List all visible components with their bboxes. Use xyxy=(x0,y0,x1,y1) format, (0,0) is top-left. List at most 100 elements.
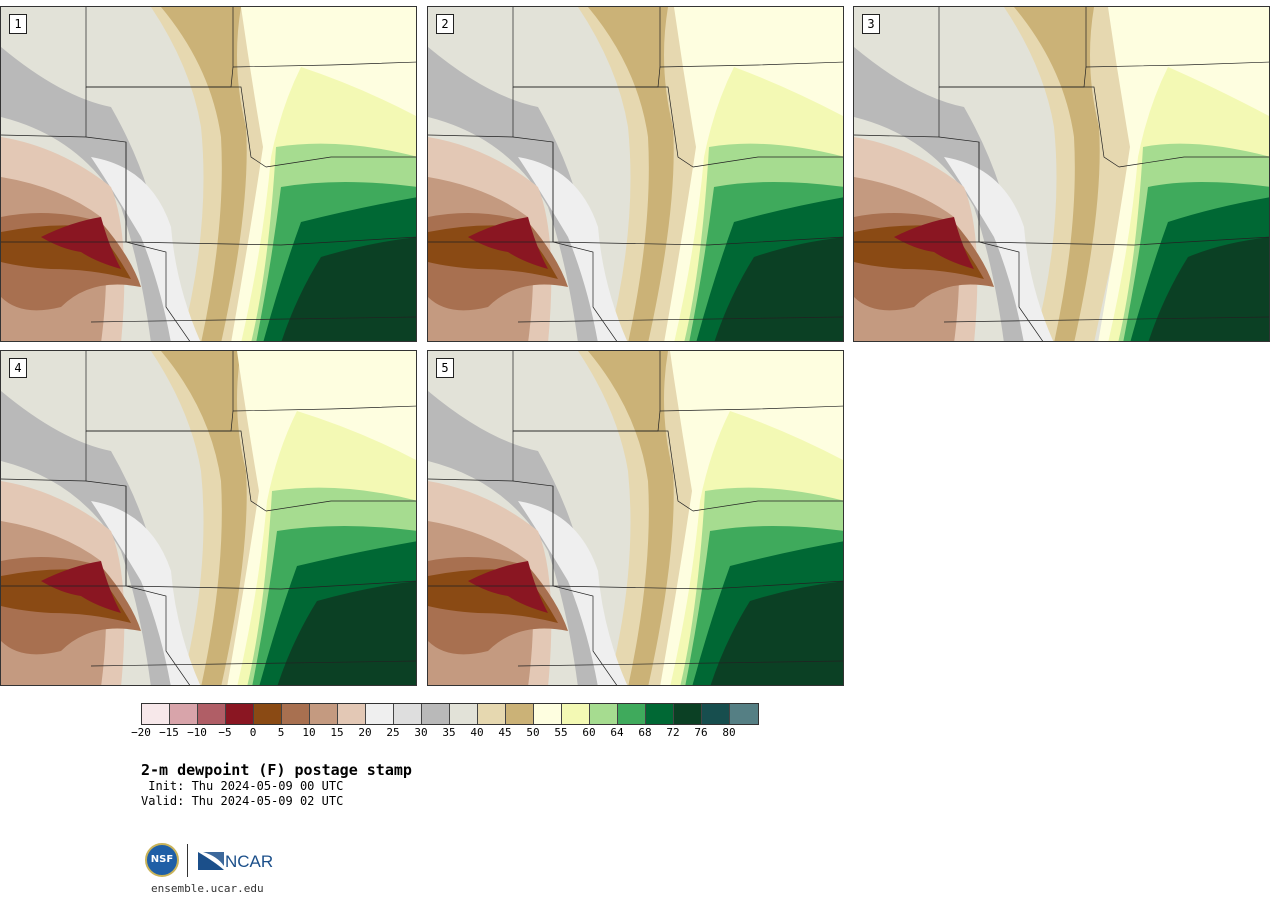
colorbar-swatch xyxy=(702,704,730,724)
state-boundary-line xyxy=(692,156,843,168)
colorbar-swatch xyxy=(338,704,366,724)
state-boundary-line xyxy=(86,430,267,512)
colorbar-tick: −10 xyxy=(187,726,207,739)
colorbar-tick: 68 xyxy=(638,726,652,739)
state-boundary-line xyxy=(978,236,1269,246)
dewpoint-contour-region xyxy=(1148,237,1269,341)
dewpoint-contour-region xyxy=(1014,7,1100,341)
state-boundary-line xyxy=(517,316,843,323)
dewpoint-contour-region xyxy=(277,581,416,685)
colorbar-swatch xyxy=(170,704,198,724)
valid-time: Valid: Thu 2024-05-09 02 UTC xyxy=(141,794,344,808)
member-number-label: 3 xyxy=(862,14,880,34)
dewpoint-contour-region xyxy=(1,391,190,685)
colorbar-tick: 50 xyxy=(526,726,540,739)
colorbar-swatch xyxy=(478,704,506,724)
colorbar-swatch xyxy=(618,704,646,724)
dewpoint-map xyxy=(1,7,416,341)
nsf-logo: NSF xyxy=(145,843,179,877)
colorbar-tick: −15 xyxy=(159,726,179,739)
state-boundary-line xyxy=(125,236,416,246)
colorbar-swatch xyxy=(142,704,170,724)
ensemble-member-map-1: 1 xyxy=(0,6,417,342)
ensemble-member-map-4: 4 xyxy=(0,350,417,686)
member-number-label: 5 xyxy=(436,358,454,378)
colorbar-tick: 10 xyxy=(302,726,316,739)
colorbar-tick: 15 xyxy=(330,726,344,739)
colorbar-swatch xyxy=(254,704,282,724)
colorbar-tick: 60 xyxy=(582,726,596,739)
colorbar-swatch xyxy=(310,704,338,724)
state-boundary-line xyxy=(125,142,191,341)
dewpoint-map xyxy=(854,7,1269,341)
state-boundary-line xyxy=(659,7,843,68)
ensemble-member-map-3: 3 xyxy=(853,6,1270,342)
colorbar-swatch xyxy=(674,704,702,724)
colorbar-swatch xyxy=(422,704,450,724)
state-boundary-line xyxy=(90,316,416,323)
dewpoint-contour-region xyxy=(714,237,843,341)
colorbar-tick: 20 xyxy=(358,726,372,739)
colorbar-tick: 80 xyxy=(722,726,736,739)
colorbar-tick-labels: −20 −15 −10 −5 0 5 10 15 20 25 30 35 40 45 50 55 60 64 68 7… xyxy=(131,726,757,740)
dewpoint-map xyxy=(1,351,416,685)
state-boundary-line xyxy=(659,351,843,412)
dewpoint-contour-region xyxy=(518,157,628,341)
dewpoint-contour-region xyxy=(710,581,843,685)
dewpoint-contour-region xyxy=(428,391,617,685)
dewpoint-map xyxy=(428,7,843,341)
dewpoint-contour-region xyxy=(588,351,674,685)
state-boundary-line xyxy=(517,660,843,667)
member-number-label: 2 xyxy=(436,14,454,34)
state-boundary-line xyxy=(978,142,1044,341)
state-boundary-line xyxy=(1118,156,1269,168)
colorbar-tick: 76 xyxy=(694,726,708,739)
colorbar-tick: −20 xyxy=(131,726,151,739)
colorbar-swatch xyxy=(282,704,310,724)
dewpoint-contour-region xyxy=(468,217,548,269)
colorbar-tick: −5 xyxy=(218,726,232,739)
dewpoint-contour-region xyxy=(468,561,548,613)
dewpoint-contour-region xyxy=(161,351,247,685)
colorbar-tick: 55 xyxy=(554,726,568,739)
colorbar-swatch xyxy=(198,704,226,724)
dewpoint-contour-region xyxy=(428,47,617,341)
colorbar-tick: 45 xyxy=(498,726,512,739)
state-boundary-line xyxy=(86,86,267,168)
colorbar-swatch xyxy=(506,704,534,724)
state-boundary-line xyxy=(232,351,416,412)
colorbar-tick: 35 xyxy=(442,726,456,739)
dewpoint-contour-region xyxy=(41,217,121,269)
colorbar-swatch xyxy=(590,704,618,724)
dewpoint-contour-region xyxy=(588,7,674,341)
colorbar-swatch xyxy=(450,704,478,724)
dewpoint-contour-region xyxy=(854,47,1043,341)
ensemble-member-map-2: 2 xyxy=(427,6,844,342)
colorbar-swatch xyxy=(730,704,758,724)
colorbar-tick: 5 xyxy=(277,726,285,739)
state-boundary-line xyxy=(125,580,416,590)
colorbar-swatch xyxy=(394,704,422,724)
state-boundary-line xyxy=(265,156,416,168)
state-boundary-line xyxy=(265,500,416,512)
dewpoint-contour-region xyxy=(161,7,247,341)
ncar-logo-icon xyxy=(198,852,224,870)
init-time: Init: Thu 2024-05-09 00 UTC xyxy=(141,779,344,793)
colorbar-swatch xyxy=(226,704,254,724)
dewpoint-contour-region xyxy=(91,501,201,685)
colorbar-swatch xyxy=(646,704,674,724)
member-number-label: 4 xyxy=(9,358,27,378)
colorbar-swatch xyxy=(562,704,590,724)
ensemble-member-map-5: 5 xyxy=(427,350,844,686)
dewpoint-contour-region xyxy=(41,561,121,613)
state-boundary-line xyxy=(692,500,843,512)
colorbar-tick: 40 xyxy=(470,726,484,739)
colorbar-tick: 25 xyxy=(386,726,400,739)
colorbar-swatch xyxy=(366,704,394,724)
product-title: 2-m dewpoint (F) postage stamp xyxy=(141,761,412,779)
dewpoint-contour-region xyxy=(518,501,628,685)
dewpoint-contour-region xyxy=(894,217,974,269)
dewpoint-contour-region xyxy=(1,47,190,341)
state-boundary-line xyxy=(552,236,843,246)
colorbar-tick: 72 xyxy=(666,726,680,739)
